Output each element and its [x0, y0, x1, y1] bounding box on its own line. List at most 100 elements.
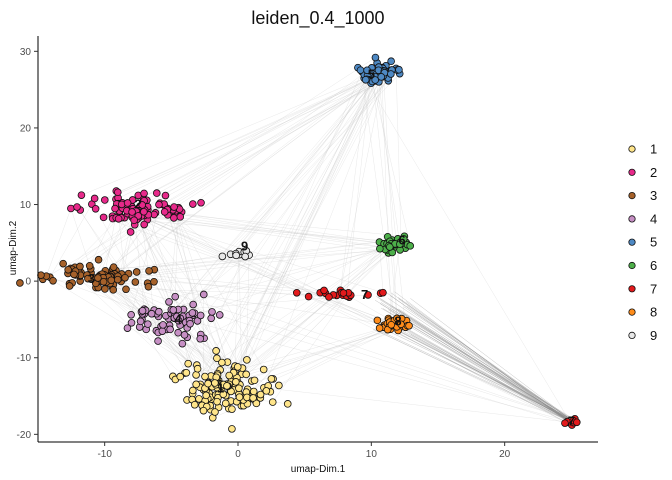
- y-tick-label: 10: [20, 200, 32, 211]
- edge: [397, 297, 572, 422]
- data-point: [192, 371, 200, 379]
- data-point: [94, 274, 102, 282]
- data-point: [126, 228, 135, 236]
- x-tick-label: 0: [235, 449, 241, 460]
- data-point: [59, 259, 67, 268]
- edge: [80, 209, 143, 311]
- edge: [410, 298, 573, 421]
- cluster-label: 9: [241, 239, 248, 254]
- data-point: [154, 337, 162, 345]
- edge: [169, 79, 376, 330]
- edge: [130, 203, 161, 315]
- edge: [229, 329, 391, 385]
- data-point: [114, 214, 123, 223]
- edge: [117, 276, 574, 421]
- data-point: [113, 275, 122, 284]
- data-point: [64, 266, 72, 274]
- data-point: [140, 220, 148, 229]
- edge: [371, 68, 391, 249]
- cluster-label: 3: [88, 271, 95, 286]
- edge: [395, 68, 402, 244]
- edge: [361, 71, 396, 326]
- data-point: [169, 306, 178, 314]
- legend-marker: [628, 215, 636, 223]
- data-point: [49, 276, 57, 285]
- data-point: [395, 65, 403, 74]
- edge: [186, 68, 372, 401]
- data-point: [235, 384, 243, 393]
- edge: [203, 74, 376, 411]
- data-point: [193, 317, 202, 325]
- data-point: [397, 320, 405, 329]
- data-point: [159, 321, 167, 329]
- data-point: [377, 73, 386, 81]
- edge: [243, 244, 396, 401]
- edge: [49, 204, 93, 278]
- data-point: [114, 188, 122, 197]
- data-point: [65, 282, 74, 290]
- data-point: [204, 379, 212, 388]
- data-point: [152, 189, 161, 197]
- data-point: [250, 376, 259, 385]
- edge: [73, 270, 573, 426]
- edge: [91, 74, 383, 205]
- data-point: [138, 201, 147, 209]
- data-point: [249, 387, 258, 396]
- edge: [75, 74, 383, 272]
- edge: [375, 77, 401, 245]
- edge: [212, 70, 388, 418]
- data-point: [213, 354, 221, 363]
- legend-label: 9: [650, 328, 657, 343]
- data-point: [208, 308, 216, 316]
- data-point: [213, 397, 221, 406]
- edge: [113, 289, 233, 378]
- data-point: [361, 75, 370, 84]
- data-point: [160, 208, 169, 216]
- edge: [103, 77, 376, 218]
- edge: [176, 319, 218, 378]
- y-tick-label: 20: [20, 123, 32, 134]
- data-point: [268, 398, 277, 406]
- edge: [113, 289, 232, 380]
- cluster-label: 7: [568, 413, 575, 428]
- data-point: [243, 356, 251, 364]
- edge: [272, 248, 381, 403]
- edge: [211, 66, 379, 400]
- data-point: [99, 277, 108, 286]
- edge: [95, 73, 382, 209]
- edge: [116, 203, 400, 245]
- edge: [81, 78, 365, 196]
- data-point: [77, 191, 86, 199]
- edge: [49, 277, 143, 311]
- data-point: [171, 292, 180, 301]
- data-point: [136, 317, 145, 326]
- edge: [380, 331, 574, 423]
- data-point: [16, 279, 24, 287]
- data-point: [339, 289, 348, 297]
- edge: [165, 195, 264, 370]
- data-point: [232, 378, 240, 386]
- edge: [234, 251, 240, 377]
- data-point: [573, 418, 581, 427]
- y-tick-label: -20: [17, 430, 32, 441]
- data-point: [138, 306, 147, 315]
- edge: [106, 74, 376, 283]
- legend-label: 4: [650, 211, 657, 226]
- data-point: [189, 300, 197, 309]
- edge: [346, 67, 372, 297]
- data-point: [180, 331, 189, 339]
- data-point: [379, 288, 387, 297]
- edge: [136, 271, 159, 333]
- data-point: [275, 381, 283, 390]
- data-point: [84, 274, 92, 283]
- edge: [147, 209, 388, 330]
- edge: [156, 67, 383, 331]
- chart-title: leiden_0.4_1000: [251, 8, 384, 29]
- edge: [126, 67, 383, 211]
- data-point: [218, 252, 227, 261]
- data-point: [99, 213, 108, 222]
- data-point: [219, 390, 228, 399]
- data-point: [215, 311, 224, 319]
- data-point: [70, 270, 78, 279]
- cluster-label: 1: [217, 380, 224, 395]
